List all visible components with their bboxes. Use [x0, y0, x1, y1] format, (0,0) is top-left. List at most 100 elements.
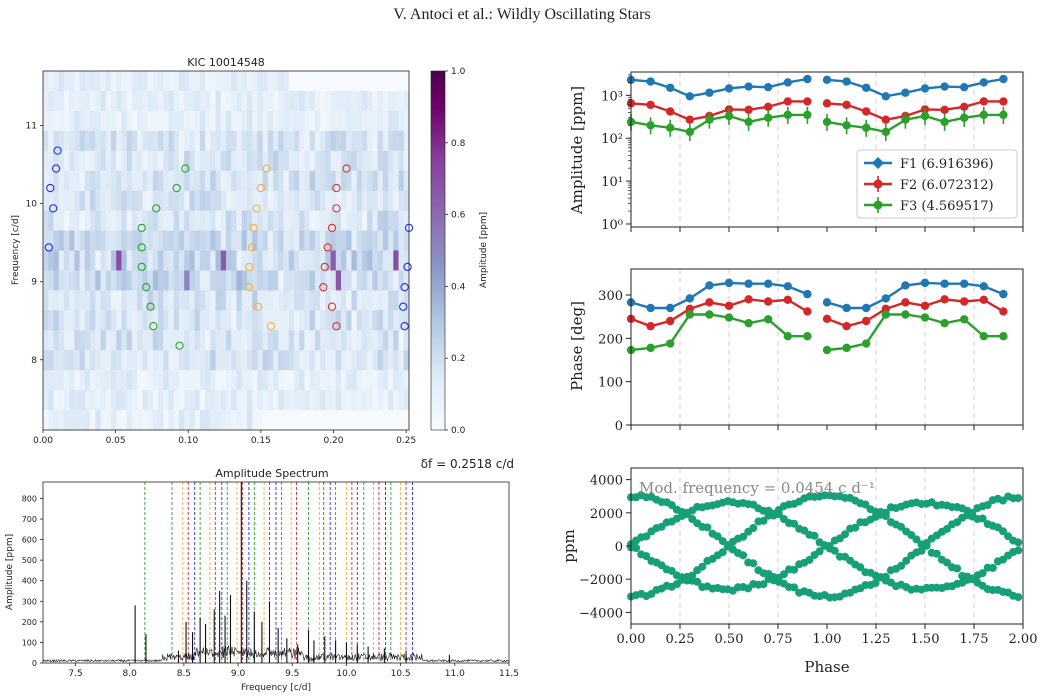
heatmap-cell	[346, 330, 352, 351]
heatmap-cell	[341, 370, 347, 391]
heatmap-cell	[262, 270, 269, 291]
heatmap-cell	[341, 390, 347, 411]
heatmap-cell	[346, 310, 352, 331]
heatmap-cell	[43, 350, 49, 371]
heatmap-cell	[79, 410, 86, 431]
heatmap-cell	[48, 270, 54, 291]
heatmap-cell	[226, 410, 232, 431]
heatmap-cell	[252, 330, 258, 351]
x-tick-label: 0.15	[251, 436, 271, 446]
heatmap-cell	[53, 90, 60, 112]
series-point	[862, 339, 871, 348]
heatmap-cell	[288, 110, 295, 132]
heatmap-cell	[100, 310, 107, 331]
heatmap-cell	[63, 170, 70, 192]
heatmap-cell	[377, 390, 384, 411]
heatmap-cell	[403, 71, 410, 92]
y-tick-label: 800	[22, 494, 37, 503]
heatmap-cell	[131, 110, 138, 132]
heatmap-cell	[267, 250, 274, 271]
heatmap-cell	[314, 270, 321, 291]
ppm-point	[698, 562, 707, 571]
heatmap-cell	[163, 150, 169, 172]
heatmap-cell	[226, 290, 232, 311]
heatmap-cell	[377, 270, 384, 291]
heatmap-cell	[278, 250, 284, 271]
heatmap-cell	[110, 290, 117, 311]
y-tick-label: 0	[615, 540, 623, 555]
heatmap-cell	[335, 350, 342, 371]
heatmap-cell	[372, 290, 379, 311]
heatmap-cell	[147, 210, 154, 231]
heatmap-cell	[84, 290, 91, 311]
heatmap-cell	[131, 390, 138, 411]
heatmap-cell	[226, 350, 232, 371]
heatmap-cell	[90, 270, 96, 291]
heatmap-cell	[403, 410, 410, 431]
ppm-point	[922, 541, 931, 550]
heatmap-cell	[314, 370, 321, 391]
y-tick-label: 2000	[590, 507, 623, 522]
heatmap-cell	[351, 290, 358, 311]
heatmap-cell	[351, 410, 358, 431]
heatmap-cell	[351, 350, 358, 371]
heatmap-cell	[110, 330, 117, 351]
heatmap-cell	[257, 270, 263, 291]
heatmap-cell	[100, 410, 107, 431]
heatmap-cell	[199, 310, 206, 331]
heatmap-cell	[267, 110, 274, 132]
x-tick-label: 7.5	[68, 669, 82, 679]
heatmap-cell	[105, 290, 112, 311]
heatmap-cell	[215, 290, 222, 311]
heatmap-cell	[367, 270, 373, 291]
heatmap-cell	[377, 150, 384, 172]
ppm-point	[830, 546, 839, 555]
heatmap-cell	[210, 170, 216, 192]
series-point	[862, 107, 871, 116]
heatmap-cell	[137, 410, 143, 431]
heatmap-cell	[278, 290, 284, 311]
heatmap-cell	[288, 90, 295, 112]
heatmap-cell	[309, 190, 316, 212]
heatmap-cell	[121, 170, 128, 192]
ppm-point	[978, 569, 987, 578]
heatmap-cell	[79, 390, 86, 411]
heatmap-cell	[267, 90, 274, 112]
echelle-circle-red	[327, 223, 337, 233]
series-point	[960, 297, 969, 306]
heatmap-cell	[63, 190, 70, 212]
ppm-point	[897, 561, 906, 570]
heatmap-cell	[210, 390, 216, 411]
heatmap-cell	[246, 290, 253, 311]
heatmap-cell	[309, 330, 316, 351]
heatmap-cell	[105, 90, 112, 112]
ppm-point	[774, 510, 783, 518]
colorbar-label: Amplitude [ppm]	[479, 212, 489, 288]
heatmap-cell	[236, 170, 243, 192]
heatmap-cell	[121, 250, 128, 271]
heatmap-cell	[58, 230, 65, 251]
heatmap-cell	[293, 290, 300, 311]
heatmap-cell	[346, 130, 352, 152]
heatmap-cell	[273, 130, 279, 152]
heatmap-cell	[178, 270, 185, 291]
heatmap-cell	[210, 190, 216, 212]
heatmap-cell	[231, 170, 237, 192]
heatmap-cell	[314, 310, 321, 331]
heatmap-cell	[236, 230, 243, 251]
heatmap-cell	[283, 90, 290, 112]
heatmap-cell	[205, 290, 211, 311]
heatmap-cell	[131, 350, 138, 371]
heatmap-cell	[288, 370, 295, 391]
heatmap-cell	[236, 290, 243, 311]
heatmap-cell	[356, 310, 363, 331]
heatmap-cell	[273, 330, 279, 351]
heatmap-cell	[309, 310, 316, 331]
heatmap-cell	[231, 130, 237, 152]
heatmap-cell	[361, 150, 368, 172]
series-point	[764, 297, 773, 306]
heatmap-cell	[299, 270, 305, 291]
heatmap-cell	[335, 150, 342, 172]
heatmap-cell	[320, 410, 326, 431]
heatmap-cell	[152, 270, 159, 291]
